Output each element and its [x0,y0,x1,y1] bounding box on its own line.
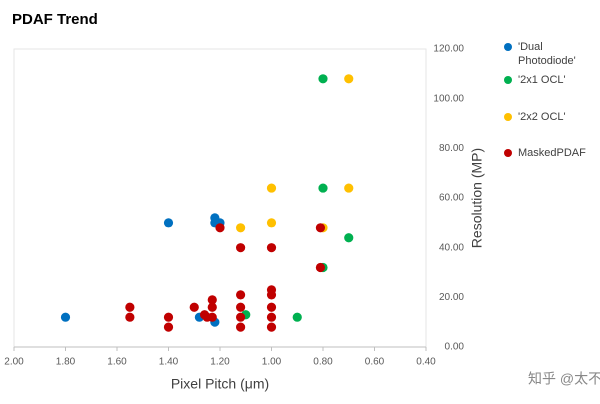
legend-item: '2x2 OCL' [504,110,594,124]
y-tick-label: 0.00 [445,342,465,353]
point [266,218,277,228]
legend-marker [504,43,512,51]
point [236,290,246,300]
point [315,262,326,273]
point [236,302,246,312]
legend-label: '2x1 OCL' [518,74,566,86]
point [344,74,354,84]
point [266,243,277,253]
chart-title: PDAF Trend [12,11,98,28]
x-tick-label: 1.80 [56,357,76,368]
point [344,183,354,193]
point [125,312,135,322]
legend-marker [504,149,512,157]
point [199,310,210,320]
x-tick-label: 0.80 [313,357,333,368]
watermark: 知乎 @太不巧 [528,371,600,387]
x-tick-label: 0.60 [365,357,385,368]
point [236,243,246,253]
point [125,302,135,312]
point [266,322,277,332]
y-tick-label: 100.00 [433,93,464,104]
legend-label: MaskedPDAF [518,147,586,159]
point [215,223,225,233]
point [266,183,277,193]
point [207,295,217,305]
point [344,233,354,243]
point [163,322,174,332]
point [207,302,217,312]
point [163,312,174,322]
legend-marker [504,76,512,84]
point [292,312,302,322]
point [236,223,246,233]
point [315,223,326,233]
x-tick-label: 2.00 [4,357,24,368]
point [60,312,71,322]
x-tick-label: 1.60 [107,357,127,368]
legend-label: '2x2 OCL' [518,111,566,123]
point [318,183,328,193]
point [207,312,217,322]
point [236,322,246,332]
plot-border [13,48,427,348]
legend-item: '2x1 OCL' [504,73,594,87]
x-tick-label: 1.40 [159,357,179,368]
y-axis-label: Resolution (MP) [469,148,485,248]
point [189,302,199,312]
point [266,302,277,312]
legend-marker [504,113,512,121]
y-tick-label: 20.00 [439,292,464,303]
point [163,218,174,228]
x-tick-label: 1.00 [262,357,282,368]
y-tick-label: 60.00 [439,193,464,204]
x-tick-label: 1.20 [210,357,230,368]
legend-item: MaskedPDAF [504,146,594,160]
point [266,312,277,322]
x-axis-label: Pixel Pitch (μm) [171,376,269,392]
y-tick-label: 80.00 [439,143,464,154]
y-tick-label: 40.00 [439,242,464,253]
legend-item: 'Dual Photodiode' [504,40,594,68]
x-tick-label: 0.40 [416,357,436,368]
legend-label: 'Dual Photodiode' [518,41,576,67]
point [318,74,328,84]
point [236,312,246,322]
point [266,290,277,300]
y-tick-label: 120.00 [433,44,464,55]
